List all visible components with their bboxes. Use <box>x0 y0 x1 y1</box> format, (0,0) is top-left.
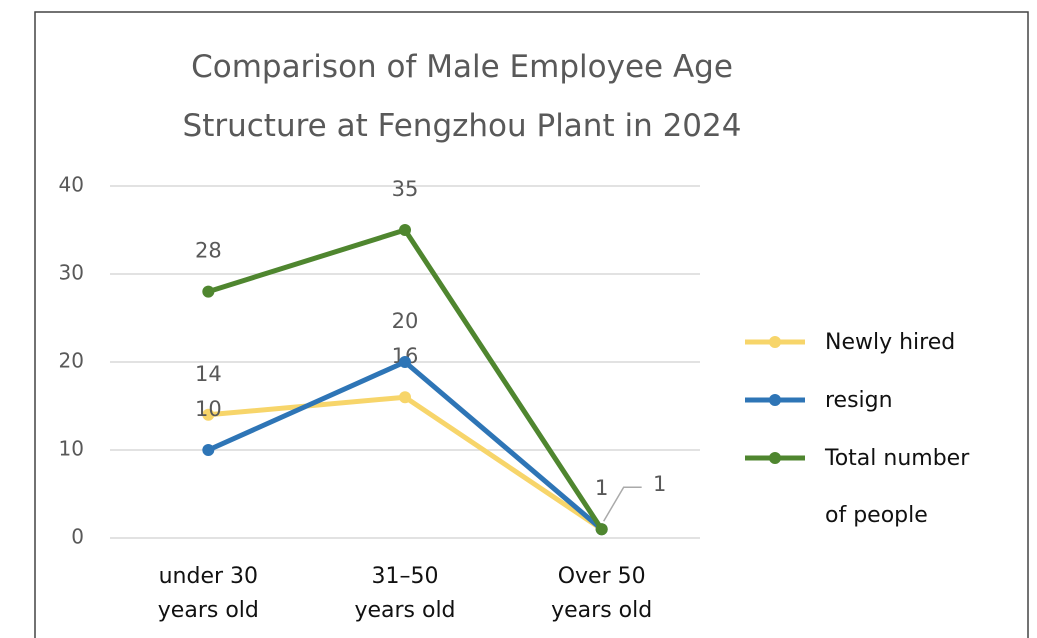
point <box>202 444 215 456</box>
legend-label: Total number of people <box>825 446 970 528</box>
point <box>202 408 215 421</box>
data-label: 35 <box>392 177 419 201</box>
series-line <box>208 394 604 532</box>
series-line <box>207 359 604 532</box>
legend-label: Newly hired <box>825 330 956 355</box>
data-label: 1 <box>653 472 666 496</box>
y-tick-label: 20 <box>59 349 84 373</box>
data-label: 1 <box>595 476 608 500</box>
y-tick-label: 30 <box>59 261 84 285</box>
legend-marker <box>769 452 781 464</box>
data-label: 10 <box>195 397 222 421</box>
x-tick-label: 31–50 years old <box>354 564 456 623</box>
data-label: 28 <box>195 239 222 263</box>
legend-marker <box>769 394 781 406</box>
point <box>399 391 411 404</box>
series-line <box>207 227 604 531</box>
x-tick-label: under 30 years old <box>157 564 259 623</box>
point <box>399 224 411 236</box>
leader-line <box>603 486 642 522</box>
legend-marker <box>769 336 781 348</box>
y-tick-label: 10 <box>59 437 84 461</box>
point <box>399 356 411 368</box>
legend-label: resign <box>825 388 893 413</box>
x-tick-label: Over 50 years old <box>551 564 653 623</box>
frame <box>34 11 1029 638</box>
data-label: 14 <box>195 362 222 386</box>
data-label: 20 <box>392 309 419 333</box>
point <box>202 285 215 298</box>
y-tick-label: 0 <box>71 525 84 549</box>
chart-title: Comparison of Male Employee Age Structur… <box>182 49 742 144</box>
point <box>595 523 608 536</box>
y-tick-label: 40 <box>59 173 84 197</box>
data-label: 1 <box>595 476 608 500</box>
